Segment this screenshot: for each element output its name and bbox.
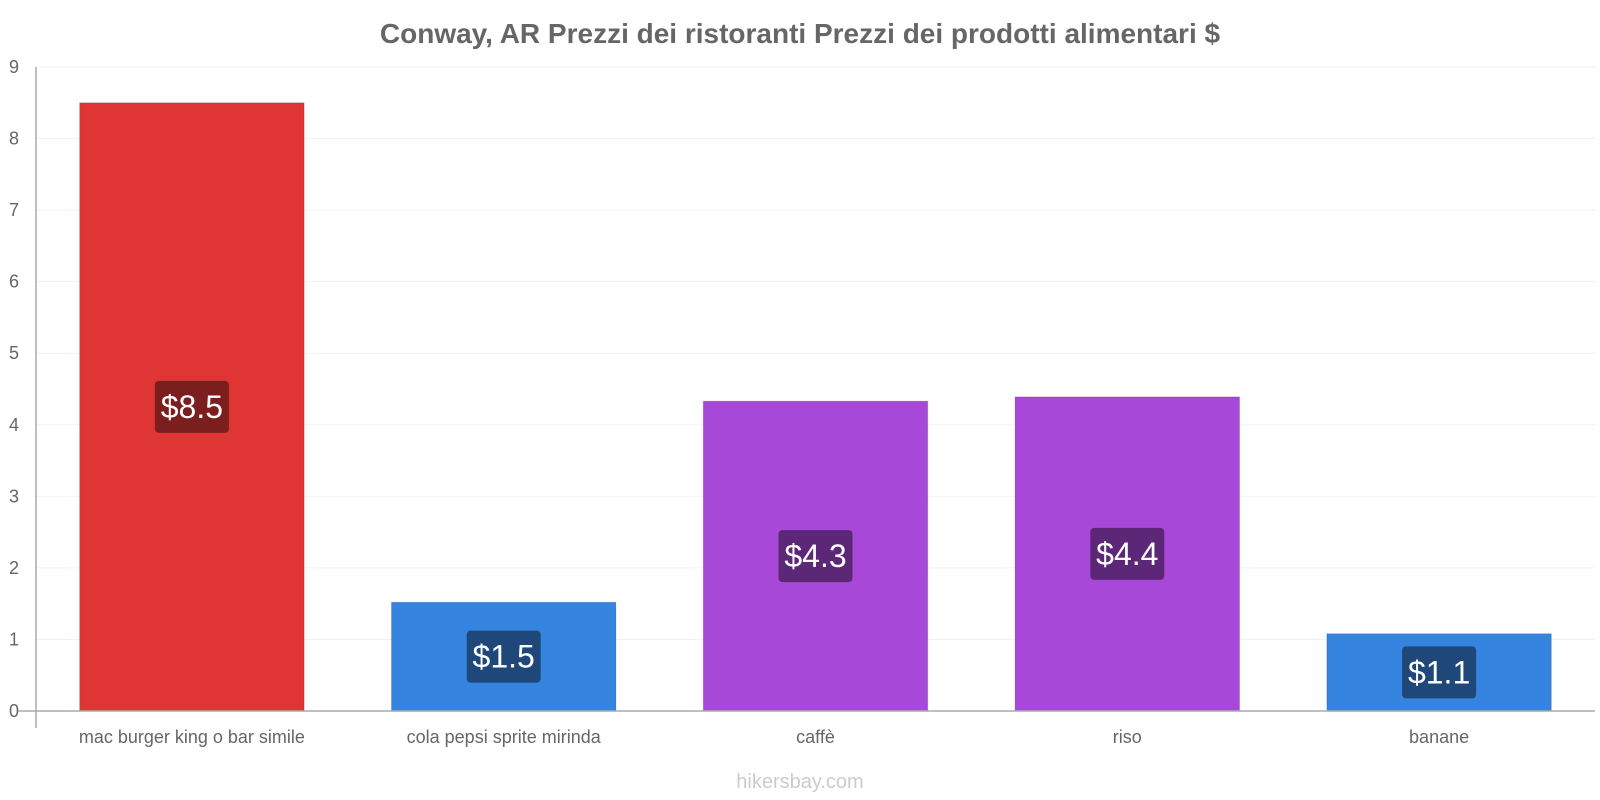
x-category-label: banane xyxy=(1409,727,1469,747)
y-tick-label: 6 xyxy=(9,272,19,292)
y-tick-label: 2 xyxy=(9,558,19,578)
y-tick-label: 4 xyxy=(9,415,19,435)
y-tick-label: 1 xyxy=(9,629,19,649)
y-axis-ticks: 0 1 2 3 4 5 6 7 8 9 xyxy=(9,57,19,721)
x-category-label: mac burger king o bar simile xyxy=(79,727,305,747)
watermark-credit: hikersbay.com xyxy=(736,771,863,793)
y-tick-label: 3 xyxy=(9,486,19,506)
y-tick-label: 9 xyxy=(9,57,19,77)
axes xyxy=(18,67,1595,728)
data-label: $1.1 xyxy=(1408,654,1470,690)
data-labels: $8.5 $1.5 $4.3 $4.4 $1.1 xyxy=(154,380,1477,699)
data-label-background xyxy=(1090,527,1165,580)
chart-title: Conway, AR Prezzi dei ristoranti Prezzi … xyxy=(380,18,1221,49)
x-category-label: cola pepsi sprite mirinda xyxy=(407,727,602,747)
data-label-background xyxy=(466,630,541,683)
y-tick-label: 8 xyxy=(9,129,19,149)
bar xyxy=(79,102,305,712)
data-label-background xyxy=(778,530,853,583)
x-category-label: riso xyxy=(1113,727,1142,747)
bars xyxy=(79,102,1552,712)
y-tick-label: 7 xyxy=(9,200,19,220)
y-tick-label: 0 xyxy=(9,701,19,721)
data-label: $4.4 xyxy=(1096,536,1158,572)
data-label: $4.3 xyxy=(784,538,846,574)
data-label: $8.5 xyxy=(161,389,223,425)
y-tick-label: 5 xyxy=(9,343,19,363)
data-label: $1.5 xyxy=(473,639,535,675)
x-category-label: caffè xyxy=(796,727,835,747)
data-label-background xyxy=(154,380,229,433)
x-axis-labels: mac burger king o bar simile cola pepsi s… xyxy=(79,727,1469,747)
data-label-background xyxy=(1402,646,1477,699)
